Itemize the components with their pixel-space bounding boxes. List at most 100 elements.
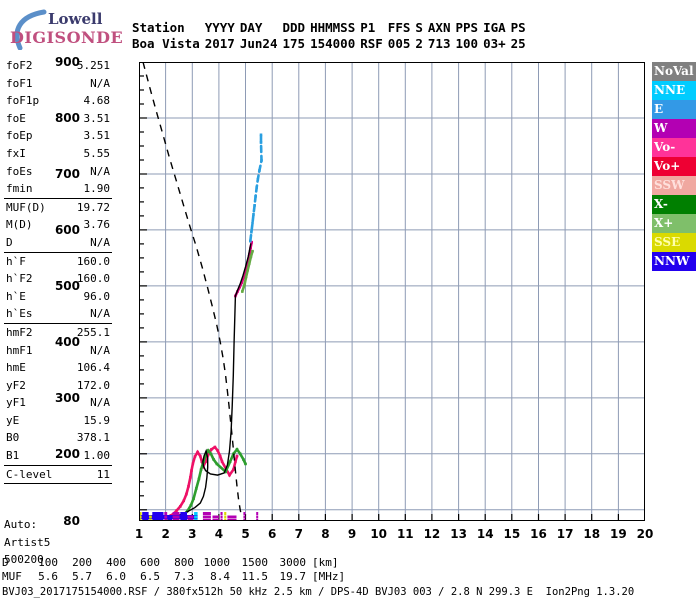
echo-mark <box>180 512 187 515</box>
param-key: foF2 <box>6 59 33 72</box>
param-row-fxi: fxI 5.55 <box>4 145 112 163</box>
series-line <box>165 243 252 521</box>
scale-unit: [km] <box>312 556 339 569</box>
series-trace <box>164 445 239 519</box>
param-value: 1.00 <box>83 449 111 463</box>
x-axis-tick-label: 16 <box>530 527 547 541</box>
x-axis-labels: 1 2 3 4 5 6 7 8 9 10 11 12 13 14 15 16 17 18 19 20 <box>0 527 700 547</box>
series-point <box>255 186 258 189</box>
param-value: 172.0 <box>76 378 110 392</box>
legend-item-nnw[interactable]: NNW <box>652 252 696 271</box>
station-col-day: DAY <box>239 20 263 35</box>
scale-value: 200 <box>72 556 92 569</box>
param-value: N/A <box>90 307 110 321</box>
scale-unit: [MHz] <box>312 570 346 583</box>
station-val-station: Boa Vista <box>132 36 200 51</box>
echo-mark <box>212 515 219 519</box>
ionogram-canvas[interactable] <box>139 62 645 521</box>
legend-item-ssw[interactable]: SSW <box>652 176 696 195</box>
echo-mark <box>243 512 246 515</box>
legend-item-x[interactable]: X+ <box>652 214 696 233</box>
series-point <box>192 497 195 500</box>
series-point <box>215 462 219 466</box>
param-value: N/A <box>90 396 110 410</box>
param-key: fxI <box>6 146 26 160</box>
series-point <box>206 453 210 457</box>
series-point <box>206 449 210 452</box>
y-axis-tick-label: 200 <box>54 446 80 461</box>
series-point <box>248 262 251 265</box>
series-point <box>191 462 195 466</box>
station-val-hhmmss: 154000 <box>310 36 356 51</box>
echo-mark <box>172 515 180 519</box>
series-point <box>251 221 254 225</box>
param-key: foE <box>6 111 26 125</box>
x-axis-tick-label: 12 <box>423 527 441 541</box>
param-key: h`Es <box>6 307 33 321</box>
param-value: 255.1 <box>76 325 110 339</box>
param-value: 19.72 <box>76 200 110 214</box>
series-point <box>228 460 232 463</box>
plot-ticks <box>139 62 645 521</box>
series-point <box>179 505 182 508</box>
param-key: fmin <box>6 182 33 196</box>
series-point <box>250 230 253 234</box>
param-key: hmE <box>6 361 26 375</box>
x-axis-tick-label: 20 <box>636 527 654 541</box>
param-row-fof2: foF2 5.251 <box>4 57 112 75</box>
series-point <box>175 509 179 512</box>
plot-border <box>139 62 645 521</box>
series-point <box>197 477 201 481</box>
y-axis-tick-label: 80 <box>63 514 80 528</box>
param-value: 5.251 <box>76 59 110 72</box>
direction-legend[interactable]: NoVal NNE E W Vo- Vo+ SSW X- X+ SSE NNW <box>652 62 696 271</box>
legend-item-vo[interactable]: Vo+ <box>652 157 696 176</box>
param-row-d: D N/A <box>4 234 112 252</box>
series-point <box>195 487 198 490</box>
scale-value: 1500 <box>241 556 269 569</box>
series-point <box>187 485 190 488</box>
series-point <box>218 454 222 458</box>
x-axis-tick-label: 8 <box>321 527 330 541</box>
legend-item-sse[interactable]: SSE <box>652 233 696 252</box>
series-point <box>256 178 260 181</box>
series-point <box>235 454 239 458</box>
station-col-iga: IGA <box>483 20 506 35</box>
station-header-columns: Station YYYY DAY DDD HHMMSS P1 FFS S AXN PPS IGA PS <box>132 20 531 36</box>
ionogram-plot[interactable] <box>139 62 645 521</box>
plot-grid <box>139 62 645 521</box>
param-value: 15.9 <box>83 413 111 427</box>
x-axis-tick-label: 19 <box>610 527 627 541</box>
param-divider <box>4 322 112 324</box>
param-key: yF1 <box>6 396 26 410</box>
scale-value: 5.6 <box>38 570 58 583</box>
distance-scale-row: D 100 200 400 600 800 1000 1500 3000 [km] <box>2 556 700 570</box>
param-value: 96.0 <box>83 289 111 303</box>
param-row-yf1: yF1 N/A <box>4 394 112 412</box>
series-point <box>244 268 247 272</box>
y-axis-tick-label: 600 <box>54 222 80 237</box>
series-point <box>244 275 248 279</box>
legend-item-noval[interactable]: NoVal <box>652 62 696 81</box>
param-row-md: M(D) 3.76 <box>4 216 112 234</box>
legend-item-e[interactable]: E <box>652 100 696 119</box>
legend-item-nne[interactable]: NNE <box>652 81 696 100</box>
scale-value: 7.3 <box>174 570 194 583</box>
param-row-fof1p: foF1p 4.68 <box>4 92 112 110</box>
param-value: N/A <box>90 76 110 90</box>
legend-item-x[interactable]: X- <box>652 195 696 214</box>
scale-label: D <box>2 556 9 569</box>
series-point <box>193 455 197 458</box>
series-point <box>185 492 188 496</box>
station-col-ddd: DDD <box>282 20 306 35</box>
legend-item-vo[interactable]: Vo- <box>652 138 696 157</box>
series-point <box>258 169 261 172</box>
series-point <box>240 281 244 284</box>
scale-value: 19.7 <box>279 570 307 583</box>
legend-item-w[interactable]: W <box>652 119 696 138</box>
y-axis-tick-label: 900 <box>54 55 80 69</box>
series-point <box>254 195 257 198</box>
echo-mark <box>224 512 227 515</box>
auto-line-0: Auto: <box>4 518 38 531</box>
param-divider <box>4 483 112 485</box>
